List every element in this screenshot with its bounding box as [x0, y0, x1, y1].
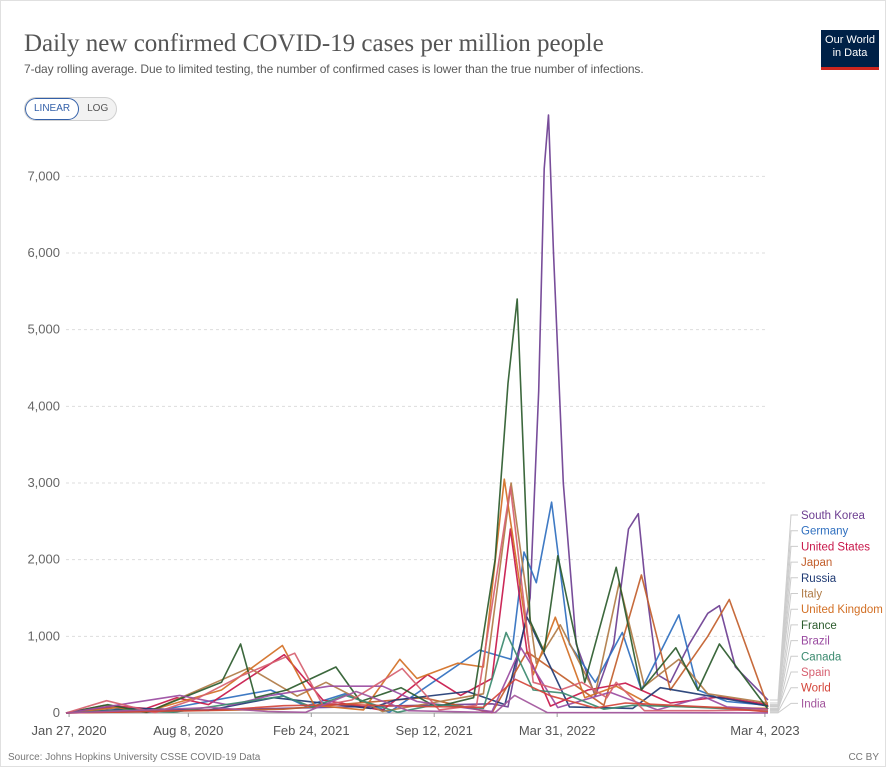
- logo-line-2: in Data: [832, 47, 868, 59]
- y-tick-label: 4,000: [27, 398, 60, 413]
- legend-connector: [770, 608, 798, 709]
- legend-connector: [770, 545, 798, 706]
- legend-label: Spain: [801, 667, 830, 679]
- x-tick-label: Jan 27, 2020: [31, 723, 106, 738]
- y-tick-label: 5,000: [27, 322, 60, 337]
- legend-connector: [770, 514, 798, 701]
- legend-connector: [770, 702, 798, 714]
- y-tick-label: 2,000: [27, 552, 60, 567]
- gridlines: [66, 175, 768, 714]
- series-line: [65, 501, 769, 714]
- legend-label: India: [801, 698, 827, 710]
- owid-logo[interactable]: Our World in Data: [821, 30, 879, 70]
- log-scale-button[interactable]: LOG: [87, 103, 109, 114]
- y-tick-label: 3,000: [27, 475, 60, 490]
- legend-connector: [770, 593, 798, 704]
- legend-label: World: [801, 683, 831, 695]
- legend-connector: [770, 655, 798, 712]
- series-line: [65, 678, 769, 714]
- series-line: [65, 114, 769, 714]
- series-line: [65, 478, 769, 714]
- legend-connector: [770, 687, 798, 713]
- logo-line-1: Our World: [825, 34, 875, 46]
- series-line: [65, 528, 769, 714]
- legend-label: Germany: [801, 526, 849, 538]
- y-tick-label: 0: [53, 705, 60, 720]
- x-axis: Jan 27, 2020 Aug 8, 2020 Feb 24, 2021 Sep 1…: [31, 713, 800, 738]
- linear-scale-button[interactable]: LINEAR: [25, 98, 80, 120]
- legend-connector: [770, 640, 798, 710]
- legend-connector: [770, 561, 798, 708]
- x-tick-label: Mar 31, 2022: [519, 723, 596, 738]
- logo-red-bar: [821, 67, 879, 70]
- x-tick-label: Aug 8, 2020: [153, 723, 223, 738]
- legend-label: Italy: [801, 589, 822, 601]
- legend-connector: [770, 671, 798, 711]
- series-line: [65, 690, 769, 714]
- scale-toggle: LINEAR LOG: [24, 97, 118, 121]
- license-link[interactable]: CC BY: [848, 752, 879, 763]
- x-tick-label: Mar 4, 2023: [730, 723, 799, 738]
- legend-label: Japan: [801, 557, 832, 569]
- legend-label: Russia: [801, 573, 837, 585]
- y-axis: 0 1,000 2,000 3,000 4,000 5,000 6,000 7,000: [27, 168, 60, 720]
- legend-label: Canada: [801, 651, 842, 663]
- series-lines: [65, 114, 769, 714]
- legend-label: United Kingdom: [801, 604, 883, 616]
- source-note[interactable]: Source: Johns Hopkins University CSSE CO…: [8, 752, 261, 763]
- legend-connector: [770, 530, 798, 706]
- legend-label: United States: [801, 541, 870, 553]
- x-tick-label: Feb 24, 2021: [273, 723, 350, 738]
- series-line: [65, 298, 769, 714]
- series-line: [65, 482, 769, 714]
- legend-label: Brazil: [801, 636, 830, 648]
- chart-title: Daily new confirmed COVID-19 cases per m…: [24, 30, 604, 57]
- legend-label: France: [801, 620, 837, 632]
- y-tick-label: 1,000: [27, 628, 60, 643]
- y-tick-label: 7,000: [27, 168, 60, 183]
- series-line: [65, 574, 769, 714]
- y-tick-label: 6,000: [27, 245, 60, 260]
- chart-subtitle: 7-day rolling average. Due to limited te…: [24, 62, 644, 76]
- legend-connector: [770, 577, 798, 707]
- x-tick-label: Sep 12, 2021: [396, 723, 473, 738]
- legend-label: South Korea: [801, 510, 866, 522]
- legend: South Korea Germany United States Japan Russ…: [770, 510, 883, 714]
